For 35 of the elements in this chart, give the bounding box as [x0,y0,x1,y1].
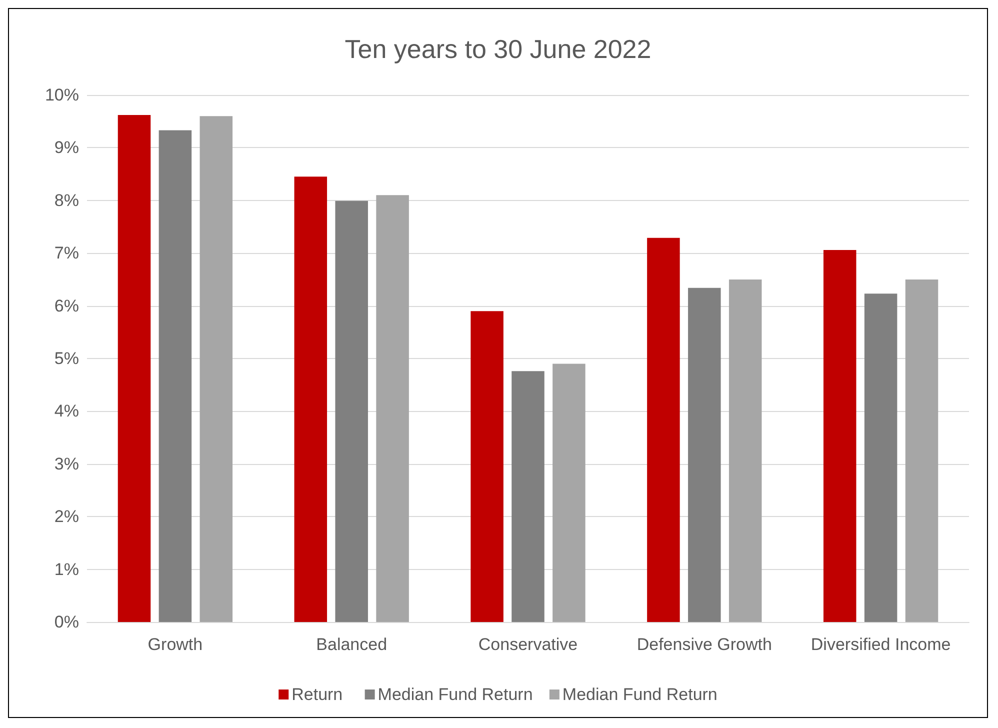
y-tick-label: 7% [54,244,79,263]
y-tick-label: 5% [54,349,79,368]
y-tick-label: 10% [44,86,79,104]
bar [647,238,680,622]
chart-title: Ten years to 30 June 2022 [344,34,652,64]
y-tick-label: 0% [54,612,79,632]
bar [728,279,762,622]
bar [294,176,328,622]
bar [335,200,368,622]
y-tick-label: 6% [54,296,79,316]
bar [688,288,721,622]
x-tick-label: Conservative [478,635,578,654]
bar [512,371,544,622]
legend-label: Median Fund Return [378,685,533,704]
x-tick-label: Defensive Growth [636,635,772,654]
bar [376,195,409,622]
bar [200,116,233,622]
legend-label: Median Fund Return [562,685,718,704]
bar [158,130,192,622]
bar [905,279,938,622]
bar [470,311,504,622]
x-tick-label: Balanced [316,635,388,654]
bar [552,364,586,622]
bar [823,250,856,622]
y-tick-label: 3% [54,454,79,474]
bar [118,115,151,622]
bar [864,294,898,622]
legend-label: Return [292,685,343,704]
y-tick-label: 2% [54,507,79,526]
x-tick-label: Diversified Income [810,635,951,654]
x-tick-label: Growth [148,635,203,654]
y-tick-label: 4% [54,402,79,421]
y-tick-label: 9% [54,138,79,158]
y-tick-label: 8% [54,190,79,210]
y-tick-label: 1% [54,560,79,579]
